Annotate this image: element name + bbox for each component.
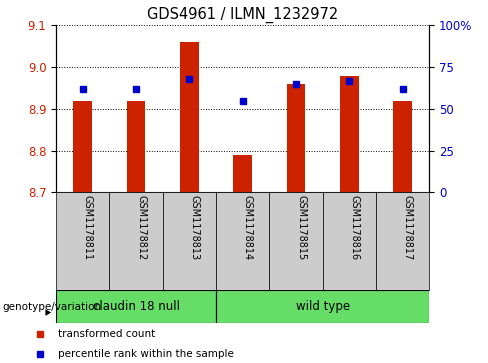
Text: transformed count: transformed count <box>58 329 155 339</box>
Text: GSM1178811: GSM1178811 <box>83 195 93 261</box>
Bar <box>56 290 216 323</box>
Title: GDS4961 / ILMN_1232972: GDS4961 / ILMN_1232972 <box>147 7 338 23</box>
Bar <box>56 192 109 290</box>
Bar <box>323 192 376 290</box>
Bar <box>180 42 199 192</box>
Bar <box>74 101 92 192</box>
Text: wild type: wild type <box>296 300 350 313</box>
Polygon shape <box>45 309 51 316</box>
Text: GSM1178815: GSM1178815 <box>296 195 306 261</box>
Text: GSM1178816: GSM1178816 <box>349 195 360 261</box>
Text: GSM1178817: GSM1178817 <box>403 195 413 261</box>
Text: genotype/variation: genotype/variation <box>2 302 102 312</box>
Bar <box>216 290 429 323</box>
Bar <box>216 192 269 290</box>
Text: GSM1178813: GSM1178813 <box>189 195 200 261</box>
Bar <box>233 155 252 192</box>
Text: claudin 18 null: claudin 18 null <box>93 300 180 313</box>
Bar <box>269 192 323 290</box>
Bar <box>393 101 412 192</box>
Bar <box>340 76 359 192</box>
Bar <box>127 101 145 192</box>
Text: GSM1178812: GSM1178812 <box>136 195 146 261</box>
Bar <box>109 192 163 290</box>
Bar <box>287 84 305 192</box>
Text: percentile rank within the sample: percentile rank within the sample <box>58 349 233 359</box>
Text: GSM1178814: GSM1178814 <box>243 195 253 261</box>
Bar <box>163 192 216 290</box>
Bar <box>376 192 429 290</box>
